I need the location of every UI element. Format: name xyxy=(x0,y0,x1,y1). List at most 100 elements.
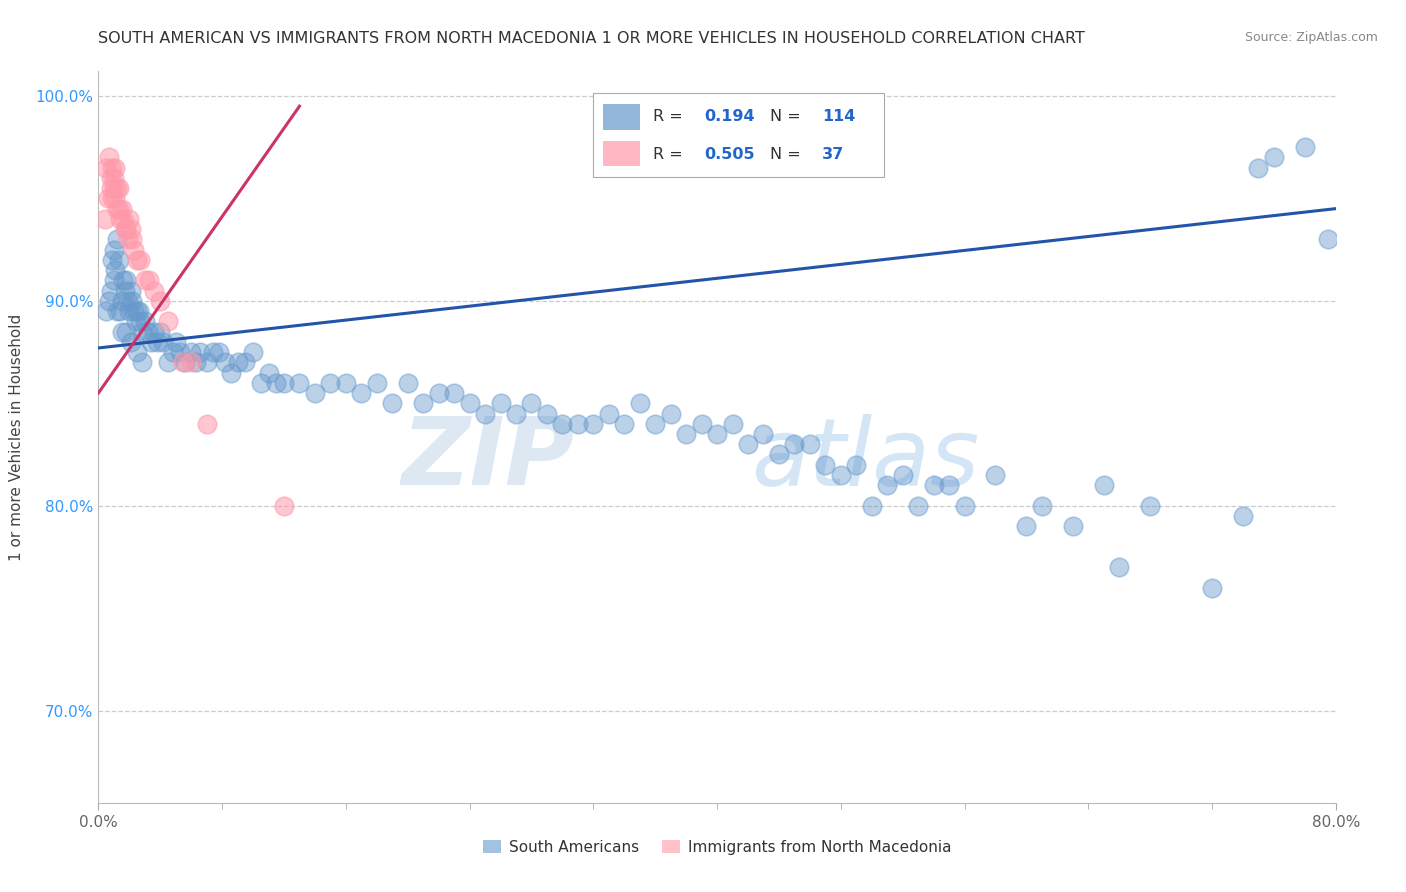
Text: R =: R = xyxy=(652,146,682,161)
Text: SOUTH AMERICAN VS IMMIGRANTS FROM NORTH MACEDONIA 1 OR MORE VEHICLES IN HOUSEHOL: SOUTH AMERICAN VS IMMIGRANTS FROM NORTH … xyxy=(98,31,1085,46)
Point xyxy=(105,232,128,246)
Point xyxy=(112,211,135,226)
Point xyxy=(412,396,434,410)
Text: atlas: atlas xyxy=(751,414,980,505)
Point xyxy=(111,202,132,216)
Point xyxy=(174,355,197,369)
Point xyxy=(152,334,174,349)
Point xyxy=(226,355,249,369)
Point xyxy=(1139,499,1161,513)
Point xyxy=(1031,499,1053,513)
Point xyxy=(111,325,132,339)
Point xyxy=(984,467,1007,482)
Point xyxy=(659,407,682,421)
Point xyxy=(489,396,512,410)
Point xyxy=(830,467,852,482)
Point xyxy=(149,293,172,308)
Point xyxy=(195,417,218,431)
Point xyxy=(100,170,122,185)
Point xyxy=(208,345,231,359)
Point xyxy=(752,427,775,442)
Text: ZIP: ZIP xyxy=(402,413,575,505)
Point xyxy=(721,417,744,431)
Point xyxy=(335,376,357,390)
Point xyxy=(953,499,976,513)
Point xyxy=(350,386,373,401)
Point xyxy=(162,345,184,359)
Point xyxy=(288,376,311,390)
Point xyxy=(1232,508,1254,523)
Point xyxy=(129,252,152,267)
Point xyxy=(98,150,121,164)
Point xyxy=(127,345,149,359)
Point xyxy=(273,499,295,513)
Point xyxy=(104,161,127,175)
Text: 0.505: 0.505 xyxy=(704,146,755,161)
Point xyxy=(138,273,160,287)
Point xyxy=(103,170,125,185)
Point xyxy=(938,478,960,492)
Point xyxy=(768,448,790,462)
Point xyxy=(121,232,143,246)
Point xyxy=(1092,478,1115,492)
Point xyxy=(118,211,141,226)
Point xyxy=(1263,150,1285,164)
Point xyxy=(103,243,125,257)
Point xyxy=(103,181,125,195)
Point xyxy=(304,386,326,401)
Point xyxy=(131,355,153,369)
Point xyxy=(101,161,124,175)
Point xyxy=(128,304,150,318)
Bar xyxy=(603,141,640,167)
Point xyxy=(675,427,697,442)
Point xyxy=(105,202,128,216)
Point xyxy=(860,499,883,513)
Point xyxy=(101,191,124,205)
Point xyxy=(96,161,118,175)
Point xyxy=(396,376,419,390)
Point xyxy=(737,437,759,451)
Point xyxy=(814,458,837,472)
Point xyxy=(567,417,589,431)
Point xyxy=(122,304,145,318)
Point xyxy=(190,345,212,359)
Point xyxy=(129,314,152,328)
Point xyxy=(134,314,156,328)
Point xyxy=(907,499,929,513)
Point xyxy=(799,437,821,451)
Point xyxy=(891,467,914,482)
Point xyxy=(172,355,194,369)
Point xyxy=(690,417,713,431)
Point xyxy=(121,293,143,308)
Point xyxy=(598,407,620,421)
Point xyxy=(783,437,806,451)
Point xyxy=(1015,519,1038,533)
Point xyxy=(1062,519,1084,533)
Text: N =: N = xyxy=(770,109,801,124)
Point xyxy=(1317,232,1340,246)
Point xyxy=(122,243,145,257)
Point xyxy=(613,417,636,431)
Point xyxy=(250,376,273,390)
Legend: South Americans, Immigrants from North Macedonia: South Americans, Immigrants from North M… xyxy=(477,834,957,861)
Point xyxy=(120,222,142,236)
Point xyxy=(474,407,496,421)
Point xyxy=(98,293,121,308)
Point xyxy=(443,386,465,401)
Point xyxy=(146,334,169,349)
Point xyxy=(105,304,128,318)
Point xyxy=(366,376,388,390)
Point xyxy=(1201,581,1223,595)
Point xyxy=(201,345,224,359)
Point xyxy=(114,222,136,236)
Point xyxy=(114,284,136,298)
Point xyxy=(115,325,138,339)
Point xyxy=(264,376,288,390)
Point xyxy=(104,191,127,205)
Point xyxy=(922,478,945,492)
Point xyxy=(115,273,138,287)
Point xyxy=(100,181,122,195)
Point xyxy=(628,396,651,410)
FancyBboxPatch shape xyxy=(593,94,884,178)
Point xyxy=(157,355,180,369)
